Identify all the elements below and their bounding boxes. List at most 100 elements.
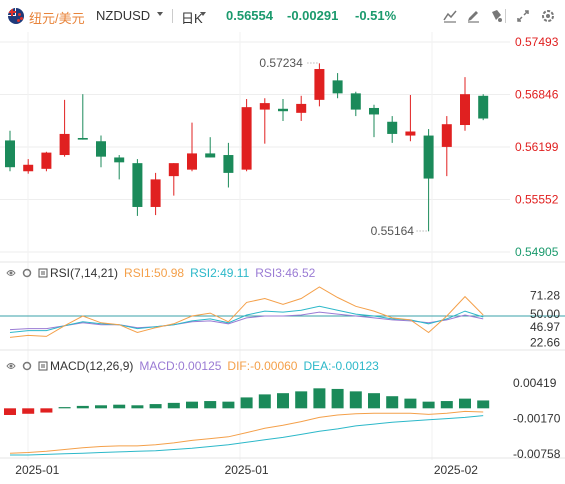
- candle-body: [150, 179, 161, 207]
- candle-body: [5, 140, 15, 168]
- macd-histogram-bar: [76, 405, 89, 409]
- candle-body: [59, 133, 70, 156]
- candle[interactable]: [96, 135, 106, 168]
- price-axis: 0.57493 0.56846 0.56199 0.55552 0.54905 0.572…: [259, 35, 558, 259]
- gear-icon[interactable]: [22, 361, 32, 371]
- candle[interactable]: [114, 155, 125, 180]
- candle-body: [96, 141, 106, 157]
- candle-body: [332, 80, 343, 94]
- candle-body: [296, 103, 307, 113]
- macd-histogram-bar: [440, 401, 453, 409]
- paint-tool-icon[interactable]: [486, 6, 506, 26]
- macd-histogram-bar: [22, 408, 35, 414]
- macd-header: MACD(12,26,9) MACD:0.00125 DIF:-0.00060 …: [6, 359, 385, 373]
- macd-histogram-bar: [186, 401, 198, 409]
- candle-body: [205, 153, 216, 158]
- macd-histogram-bar: [386, 396, 399, 409]
- indicator-tool-icon[interactable]: [513, 6, 533, 26]
- macd-histogram-bar: [131, 405, 144, 409]
- macd-histogram-bar: [349, 391, 362, 409]
- candle-body: [223, 155, 234, 173]
- candle[interactable]: [205, 137, 216, 158]
- rsi-title: RSI(7,14,21): [50, 266, 119, 280]
- price-axis-label: 0.56199: [515, 140, 559, 154]
- candle[interactable]: [460, 77, 470, 131]
- candle[interactable]: [350, 91, 361, 117]
- candle[interactable]: [296, 95, 307, 121]
- menu-icon[interactable]: [38, 268, 48, 278]
- time-axis-label: 2025-01: [15, 463, 59, 477]
- time-axis: 2025-01 2025-01 2025-02: [15, 463, 478, 477]
- candle[interactable]: [5, 130, 15, 172]
- macd-axis-label: -0.00758: [513, 447, 561, 461]
- candle[interactable]: [259, 98, 270, 144]
- macd-title: MACD(12,26,9): [50, 359, 134, 373]
- rsi3-line: [9, 311, 484, 331]
- candle[interactable]: [441, 116, 452, 177]
- macd-histogram-bar: [331, 388, 344, 409]
- macd-histogram-bar: [477, 400, 490, 409]
- candle-body: [114, 157, 125, 163]
- dif-value: DIF:-0.00060: [227, 359, 298, 373]
- candle[interactable]: [278, 99, 288, 121]
- macd-histogram-bar: [422, 401, 435, 409]
- line-tool-icon[interactable]: [440, 6, 460, 26]
- symbol-code[interactable]: NZDUSD: [96, 8, 151, 23]
- divider: [172, 9, 173, 23]
- candle[interactable]: [332, 73, 343, 99]
- macd-histogram-bar: [40, 408, 53, 413]
- candle-body: [405, 131, 416, 136]
- macd-histogram-bar: [95, 405, 107, 409]
- symbol-dropdown-chevron-down-icon[interactable]: [157, 12, 163, 16]
- candle-body: [168, 163, 179, 177]
- candle[interactable]: [387, 116, 398, 143]
- macd-axis-label: 0.00419: [513, 376, 557, 390]
- max-price-label: 0.57234: [259, 56, 303, 70]
- price-axis-label: 0.54905: [515, 245, 559, 259]
- eye-icon[interactable]: [6, 361, 16, 371]
- rsi2-line: [9, 305, 484, 333]
- candle[interactable]: [168, 163, 179, 196]
- chart-canvas[interactable]: 0.57493 0.56846 0.56199 0.55552 0.54905 0.572…: [0, 32, 565, 484]
- macd-histogram-bar: [58, 407, 71, 409]
- macd-histogram-bar: [4, 408, 16, 415]
- candle[interactable]: [369, 104, 379, 138]
- candle-body: [132, 163, 143, 207]
- candle[interactable]: [314, 63, 325, 107]
- period-selector[interactable]: 日K: [181, 11, 203, 26]
- candle[interactable]: [23, 159, 34, 174]
- candle[interactable]: [77, 94, 88, 140]
- candle[interactable]: [41, 151, 52, 172]
- rsi1-line: [9, 286, 484, 338]
- gear-icon[interactable]: [22, 268, 32, 278]
- period-dropdown-chevron-down-icon[interactable]: [200, 12, 206, 16]
- candle[interactable]: [223, 142, 234, 188]
- macd-histogram-bar: [295, 391, 308, 409]
- candle[interactable]: [241, 99, 252, 172]
- symbol-name-cn[interactable]: 纽元/美元: [29, 11, 85, 26]
- price-change: -0.00291: [287, 8, 339, 23]
- candle[interactable]: [187, 122, 197, 172]
- settings-icon[interactable]: [538, 6, 558, 26]
- rsi-axis-label: 22.66: [530, 336, 560, 350]
- candle[interactable]: [132, 159, 143, 216]
- rsi1-value: RSI1:50.98: [124, 266, 185, 280]
- rsi2-value: RSI2:49.11: [190, 266, 250, 280]
- candle[interactable]: [423, 129, 434, 232]
- candle[interactable]: [59, 99, 70, 157]
- candle[interactable]: [150, 172, 161, 216]
- eye-icon[interactable]: [6, 268, 16, 278]
- dea-value: DEA:-0.00123: [303, 359, 379, 373]
- menu-icon[interactable]: [38, 361, 48, 371]
- macd-histogram-bar: [222, 401, 235, 409]
- draw-tool-icon[interactable]: [463, 6, 483, 26]
- macd-axis-label: -0.00170: [513, 412, 561, 426]
- candle[interactable]: [478, 94, 489, 121]
- candle[interactable]: [405, 94, 416, 142]
- grid-lines: [0, 32, 565, 460]
- time-axis-label: 2025-01: [225, 463, 269, 477]
- candle-body: [350, 93, 361, 110]
- macd-histogram-bar: [113, 404, 126, 409]
